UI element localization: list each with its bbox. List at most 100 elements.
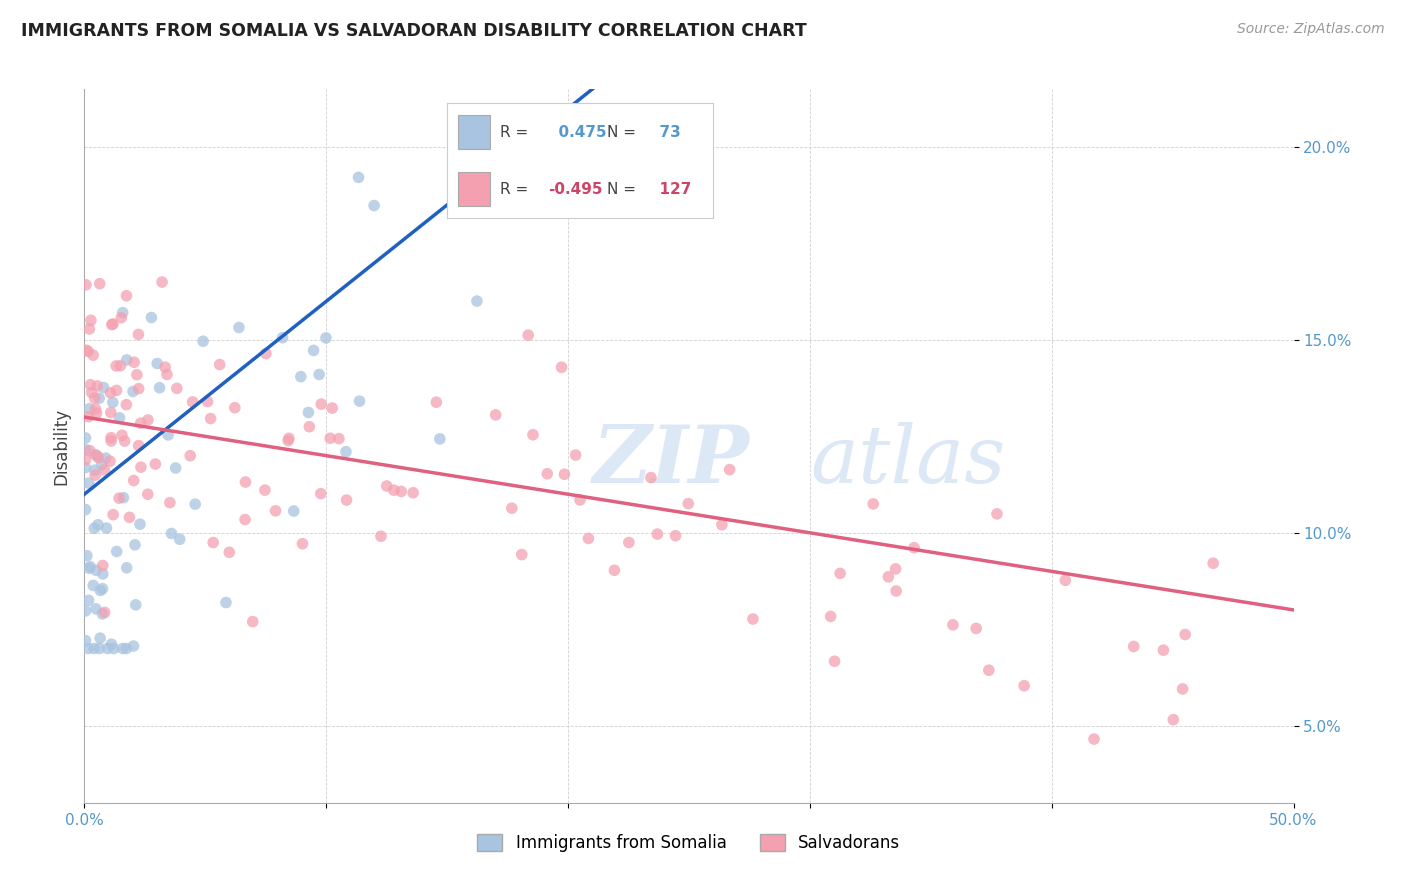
Point bbox=[141, 310, 163, 325]
Point bbox=[375, 479, 398, 493]
Point bbox=[181, 395, 204, 409]
Point bbox=[1122, 640, 1144, 654]
Point bbox=[101, 318, 124, 332]
Point bbox=[553, 467, 575, 482]
Point bbox=[75, 502, 97, 516]
Point bbox=[82, 348, 104, 362]
Point bbox=[101, 508, 124, 522]
Point bbox=[200, 411, 222, 425]
Point bbox=[235, 475, 257, 489]
Point bbox=[942, 617, 965, 632]
Point bbox=[80, 385, 103, 400]
Point bbox=[115, 289, 138, 303]
Point bbox=[877, 570, 900, 584]
Point bbox=[75, 343, 97, 358]
Point bbox=[1174, 627, 1197, 641]
Point bbox=[77, 344, 100, 359]
Point bbox=[202, 535, 225, 549]
Point bbox=[75, 460, 97, 475]
Point bbox=[83, 641, 105, 656]
Point bbox=[277, 434, 299, 448]
Point bbox=[402, 485, 425, 500]
Point bbox=[742, 612, 765, 626]
Point bbox=[977, 663, 1000, 677]
Point bbox=[382, 483, 405, 498]
Point bbox=[105, 384, 128, 398]
Point bbox=[83, 463, 105, 477]
Point bbox=[986, 507, 1008, 521]
Point bbox=[75, 633, 97, 648]
Point bbox=[1083, 732, 1105, 747]
Point bbox=[91, 566, 114, 581]
Point bbox=[218, 545, 240, 559]
Point bbox=[100, 637, 122, 651]
Point bbox=[100, 431, 122, 445]
Point bbox=[253, 483, 276, 497]
Point bbox=[97, 641, 120, 656]
Point bbox=[298, 419, 321, 434]
Point bbox=[112, 491, 135, 505]
Point bbox=[710, 517, 733, 532]
Point bbox=[640, 470, 662, 484]
Point bbox=[127, 327, 149, 342]
Point bbox=[517, 328, 540, 343]
Point bbox=[76, 549, 98, 563]
Point bbox=[1171, 681, 1194, 696]
Point bbox=[75, 452, 97, 467]
Point bbox=[290, 369, 312, 384]
Point bbox=[105, 359, 128, 373]
Point bbox=[184, 497, 207, 511]
Point bbox=[115, 641, 138, 656]
Point bbox=[79, 377, 101, 392]
Point bbox=[91, 607, 114, 621]
Point bbox=[77, 561, 100, 575]
Point bbox=[86, 449, 108, 463]
Point bbox=[94, 451, 117, 466]
Point bbox=[75, 442, 97, 457]
Point bbox=[884, 584, 907, 599]
Point bbox=[309, 397, 332, 411]
Point bbox=[96, 521, 118, 535]
Point bbox=[321, 401, 343, 415]
Point bbox=[77, 593, 100, 607]
Point bbox=[824, 654, 846, 668]
Point bbox=[115, 352, 138, 367]
Point bbox=[77, 641, 100, 656]
Point bbox=[179, 449, 201, 463]
Point bbox=[349, 394, 371, 409]
Point bbox=[84, 402, 107, 417]
Point bbox=[425, 395, 447, 409]
Legend: Immigrants from Somalia, Salvadorans: Immigrants from Somalia, Salvadorans bbox=[471, 827, 907, 859]
Point bbox=[501, 501, 523, 516]
Point bbox=[465, 294, 488, 309]
Point bbox=[884, 562, 907, 576]
Point bbox=[242, 615, 264, 629]
Point bbox=[84, 563, 107, 577]
Point bbox=[165, 461, 187, 475]
Point bbox=[84, 448, 107, 462]
Point bbox=[77, 409, 100, 424]
Point bbox=[128, 439, 150, 453]
Point bbox=[224, 401, 246, 415]
Point bbox=[315, 331, 337, 345]
Point bbox=[93, 381, 115, 395]
Point bbox=[215, 595, 238, 609]
Point bbox=[302, 343, 325, 358]
Point bbox=[125, 598, 148, 612]
Point bbox=[79, 443, 101, 458]
Point bbox=[108, 410, 131, 425]
Point bbox=[124, 538, 146, 552]
Point bbox=[84, 468, 107, 483]
Point bbox=[485, 408, 508, 422]
Point bbox=[363, 198, 385, 212]
Point bbox=[98, 454, 121, 468]
Point bbox=[93, 606, 115, 620]
Point bbox=[100, 385, 122, 400]
Point bbox=[129, 517, 152, 532]
Point bbox=[233, 512, 256, 526]
Point bbox=[254, 346, 277, 360]
Point bbox=[965, 622, 987, 636]
Point bbox=[91, 558, 114, 573]
Point bbox=[77, 476, 100, 491]
Point bbox=[647, 527, 669, 541]
